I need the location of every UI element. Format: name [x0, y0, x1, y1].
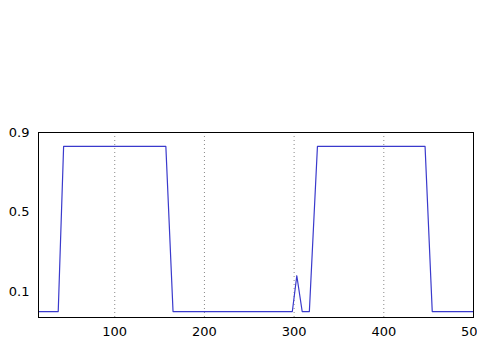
svg-text:0.9: 0.9	[9, 125, 30, 140]
svg-text:200: 200	[192, 324, 217, 339]
svg-text:300: 300	[282, 324, 307, 339]
svg-text:500: 500	[461, 324, 477, 339]
svg-text:0.5: 0.5	[9, 204, 30, 219]
svg-text:0.1: 0.1	[9, 284, 30, 299]
svg-text:400: 400	[371, 324, 396, 339]
svg-text:100: 100	[102, 324, 127, 339]
